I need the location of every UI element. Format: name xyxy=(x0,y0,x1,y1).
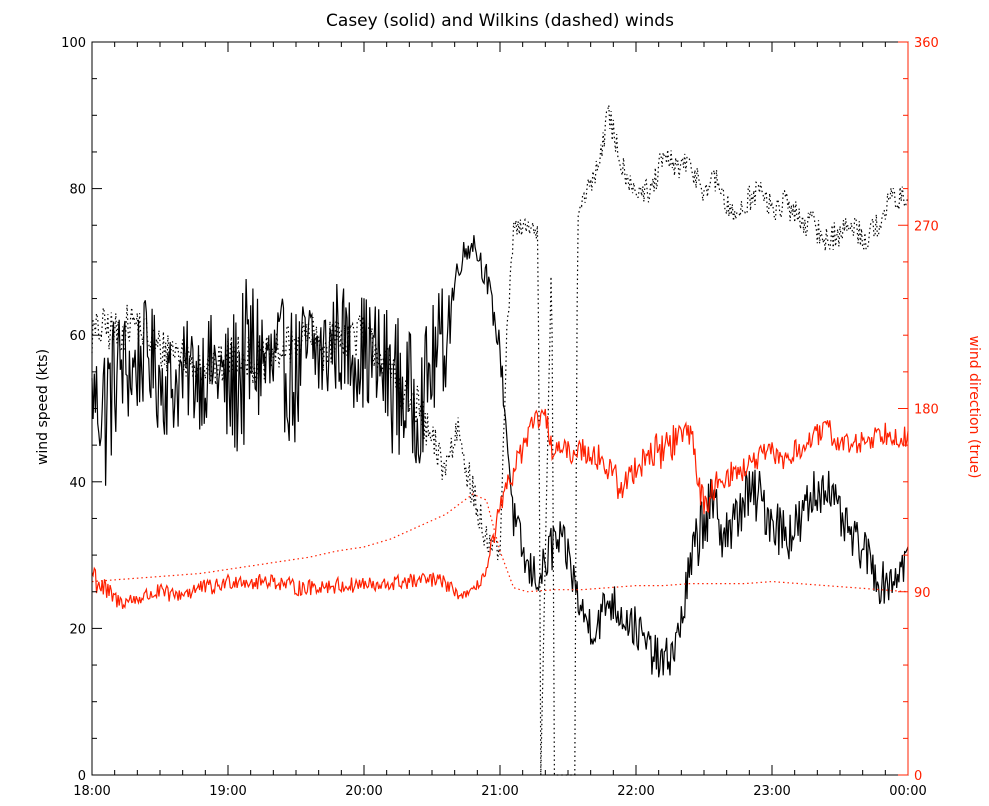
x-tick-label: 20:00 xyxy=(345,784,382,799)
y-left-tick-label: 20 xyxy=(69,622,86,637)
y-right-tick-label: 180 xyxy=(914,403,939,418)
x-tick-label: 18:00 xyxy=(73,784,110,799)
y-left-tick-label: 40 xyxy=(69,476,86,491)
series-line-left-dashed-1 xyxy=(92,105,908,775)
x-tick-label: 00:00 xyxy=(889,784,926,799)
y-left-tick-label: 0 xyxy=(78,769,86,784)
x-tick-label: 21:00 xyxy=(481,784,518,799)
y-right-tick-label: 90 xyxy=(914,586,931,601)
y-left-tick-label: 80 xyxy=(69,183,86,198)
series-layer xyxy=(92,105,908,775)
y-left-tick-label: 100 xyxy=(61,36,86,51)
y-right-tick-label: 270 xyxy=(914,219,939,234)
y-axis-label-left: wind speed (kts) xyxy=(35,349,51,465)
ticks-layer: 18:00 19:00 20:00 21:00 22:00 23:00 00:0002040… xyxy=(61,36,939,799)
y-left-tick-label: 60 xyxy=(69,329,86,344)
y-right-tick-label: 360 xyxy=(914,36,939,51)
y-right-tick-label: 0 xyxy=(914,769,922,784)
x-tick-label: 19:00 xyxy=(209,784,246,799)
x-tick-label: 23:00 xyxy=(753,784,790,799)
x-tick-label: 22:00 xyxy=(617,784,654,799)
series-line-left-solid-0 xyxy=(92,235,908,677)
y-axis-label-right: wind direction (true) xyxy=(966,335,982,478)
chart-title: Casey (solid) and Wilkins (dashed) winds xyxy=(326,11,674,31)
series-line-right-solid-2 xyxy=(92,409,908,609)
plot-frame xyxy=(92,42,908,775)
